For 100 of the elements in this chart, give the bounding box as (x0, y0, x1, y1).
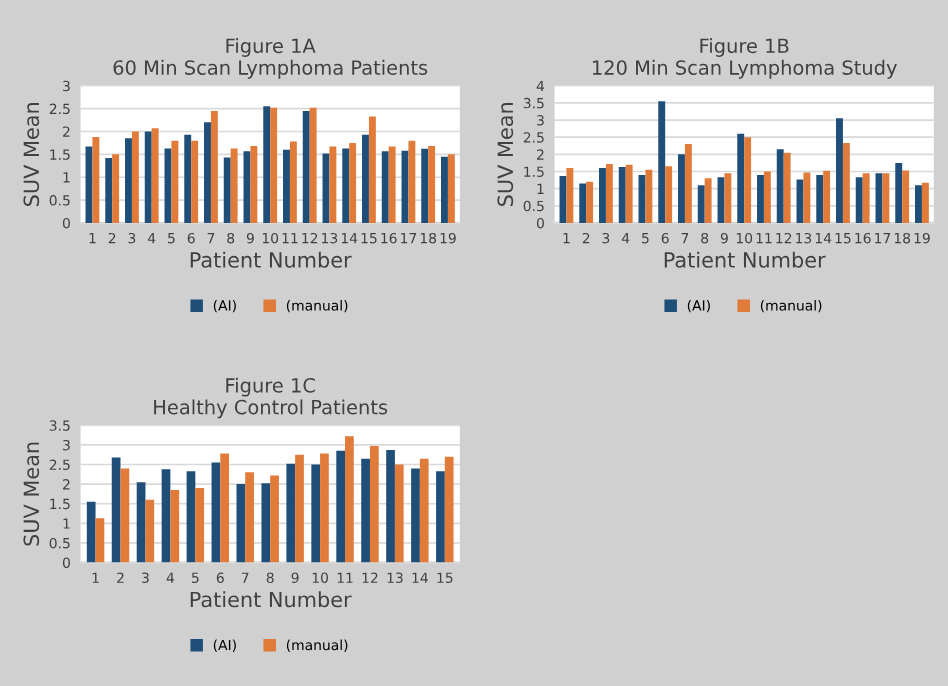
chart-subtitle: 120 Min Scan Lymphoma Study (592, 59, 897, 79)
bar (678, 154, 685, 223)
bar (112, 154, 120, 223)
bar (145, 499, 155, 563)
bar (763, 171, 771, 223)
bar (295, 454, 304, 563)
bar (428, 146, 436, 223)
bar (855, 177, 863, 223)
bar (436, 471, 445, 563)
bar (697, 185, 705, 223)
bar (230, 148, 238, 223)
bar (361, 458, 370, 563)
bar (131, 131, 139, 223)
bar (210, 110, 218, 223)
bar (245, 472, 254, 563)
bar (386, 450, 395, 563)
bar (191, 140, 199, 223)
bar (144, 131, 152, 223)
bar (645, 169, 653, 223)
bar (125, 138, 132, 223)
bar (151, 128, 159, 223)
bar (836, 118, 843, 223)
bar (362, 134, 369, 223)
bar (658, 101, 666, 223)
bar (86, 501, 96, 563)
bar (757, 174, 764, 223)
bar (184, 134, 192, 223)
bar (704, 178, 712, 223)
bar (599, 168, 606, 223)
bar (195, 488, 205, 563)
bar (783, 152, 791, 223)
bar (411, 468, 420, 563)
x-axis-title: Patient Number (190, 251, 352, 268)
bar (665, 166, 673, 223)
bar (368, 116, 376, 223)
bar (186, 471, 196, 563)
bar (618, 167, 626, 223)
bar (381, 151, 389, 223)
bar (289, 141, 297, 223)
bar (882, 173, 890, 223)
bar (349, 142, 357, 223)
bar (579, 183, 587, 223)
bar (902, 170, 910, 223)
bar (236, 484, 246, 563)
x-axis-title: Patient Number (664, 251, 826, 268)
bar (320, 453, 329, 563)
bar (223, 157, 231, 223)
bar (823, 170, 831, 223)
bar (309, 107, 317, 223)
bar (136, 482, 146, 563)
bar (161, 469, 171, 563)
y-axis-title: SUV Mean (23, 103, 40, 207)
bar (605, 163, 613, 223)
bar (345, 436, 354, 563)
bar (803, 172, 811, 223)
bar (566, 168, 574, 223)
bar (915, 185, 922, 223)
bar (120, 468, 130, 563)
chart-title: Figure 1A (226, 38, 316, 57)
bar (329, 146, 337, 223)
bar (286, 463, 296, 563)
bar (816, 174, 824, 223)
y-axis-title: SUV Mean (497, 103, 514, 207)
chart-title: Figure 1B (700, 38, 789, 57)
bar (744, 137, 752, 223)
bar (444, 456, 454, 563)
bar (586, 181, 594, 223)
bar (170, 490, 180, 563)
chart-title: Figure 1C (226, 377, 315, 397)
bar (421, 148, 429, 223)
bar (283, 149, 290, 223)
bar (302, 110, 310, 223)
bar (921, 182, 929, 223)
chart-subtitle: 60 Min Scan Lymphoma Patients (113, 59, 428, 79)
bar (111, 457, 121, 563)
bar (311, 464, 321, 563)
bar (408, 140, 416, 223)
bar (724, 173, 732, 223)
bar (263, 106, 271, 223)
bar (419, 458, 429, 563)
bar (270, 107, 278, 223)
bar (342, 148, 350, 223)
bar (250, 146, 258, 223)
x-axis-title: Patient Number (190, 591, 352, 608)
bar (92, 136, 100, 223)
bar (171, 140, 179, 223)
bar (776, 149, 784, 223)
bar (684, 144, 692, 223)
bar (369, 446, 379, 563)
bar (336, 450, 346, 563)
bar (625, 164, 633, 223)
bar (220, 453, 230, 563)
bar (394, 464, 404, 563)
bar (441, 156, 448, 223)
bar (447, 154, 455, 223)
bar (211, 462, 221, 563)
bar (261, 483, 271, 563)
bar (842, 143, 850, 223)
bar (270, 475, 279, 563)
bar (862, 173, 870, 223)
